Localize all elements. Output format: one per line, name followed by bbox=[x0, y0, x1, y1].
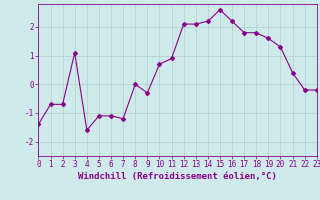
X-axis label: Windchill (Refroidissement éolien,°C): Windchill (Refroidissement éolien,°C) bbox=[78, 172, 277, 181]
